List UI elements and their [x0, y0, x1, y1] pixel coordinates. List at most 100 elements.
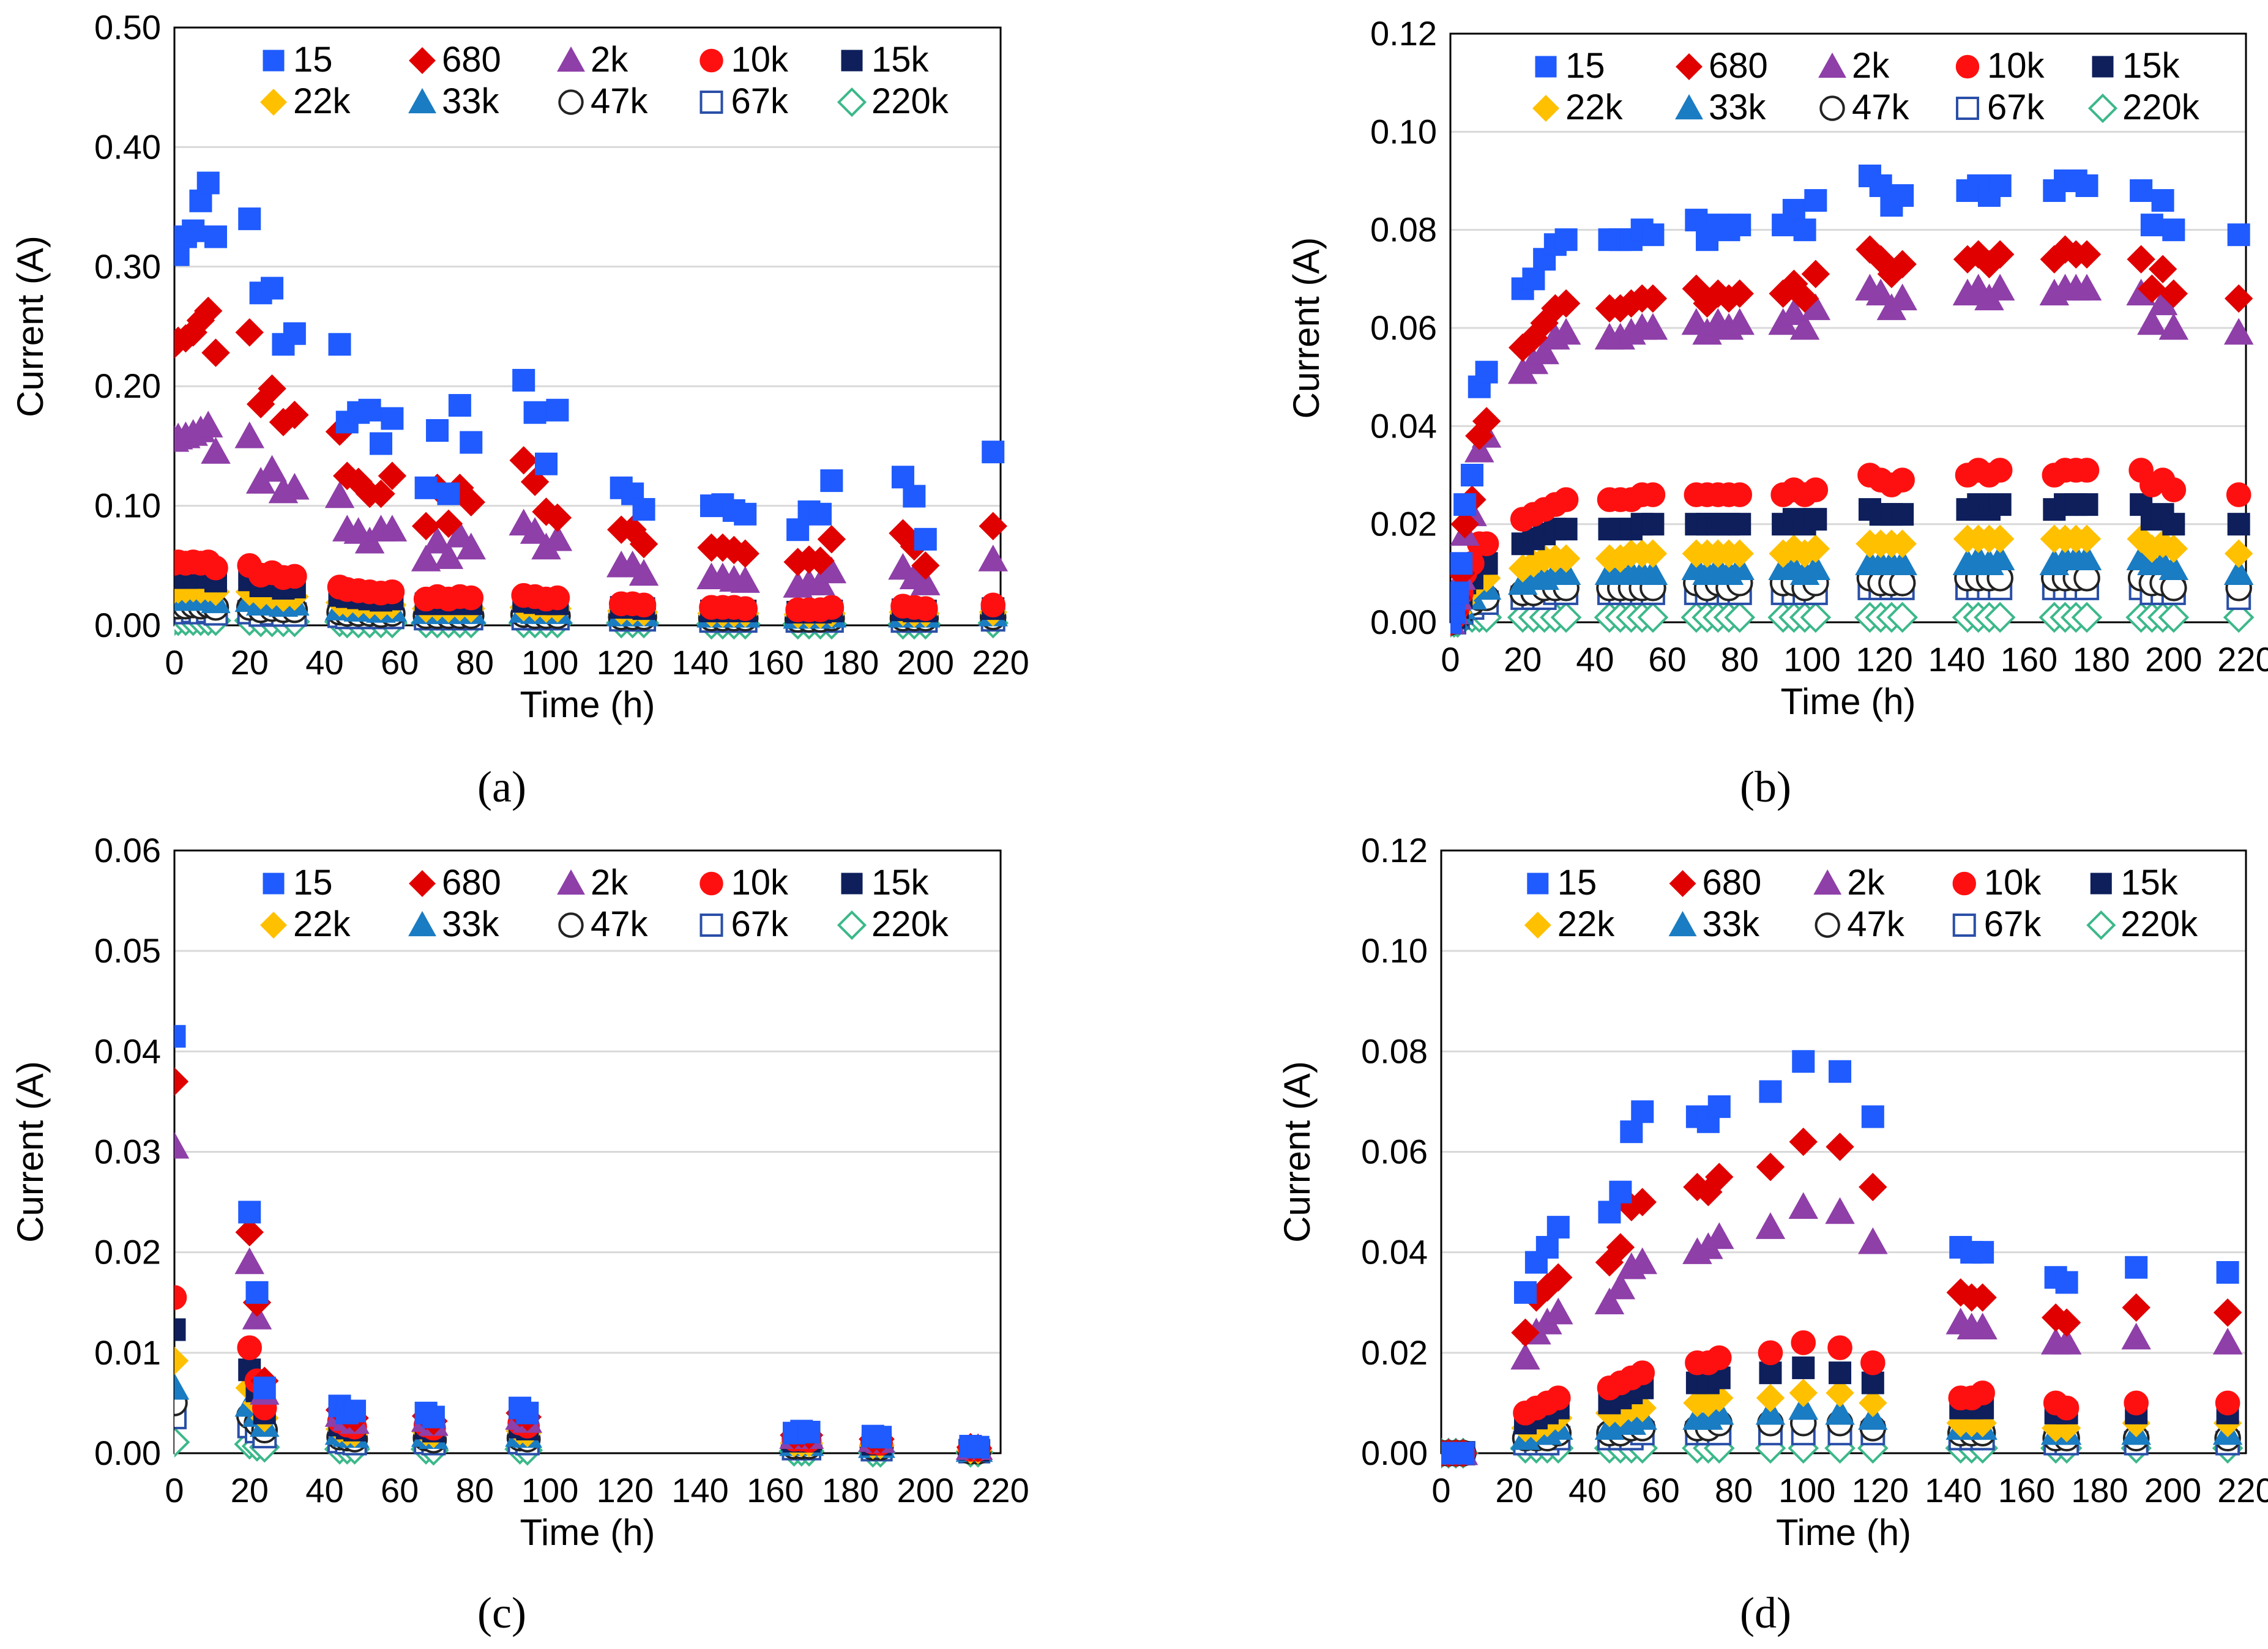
legend-marker-680: [1676, 53, 1703, 80]
data-point-2k: [1627, 1247, 1657, 1275]
data-point-15: [820, 469, 843, 493]
data-point-680: [1511, 1318, 1540, 1347]
data-point-22k: [1888, 529, 1917, 558]
y-tick-label: 0.40: [94, 127, 161, 166]
data-point-220k: [1887, 601, 1918, 633]
data-point-15: [1460, 464, 1483, 486]
legend-label-2k: 2k: [591, 863, 629, 903]
y-axis-title: Current (A): [1286, 237, 1327, 419]
data-point-15: [196, 171, 220, 195]
legend-marker-67k: [699, 91, 723, 114]
data-point-15k: [1554, 518, 1578, 541]
data-point-2k: [911, 568, 941, 595]
data-point-680: [194, 296, 223, 326]
legend-label-10k: 10k: [731, 40, 789, 80]
data-point-220k: [174, 1426, 190, 1458]
data-point-15: [1631, 1100, 1654, 1123]
data-point-680: [1790, 284, 1819, 313]
data-point-680: [806, 546, 835, 575]
data-point-680: [1859, 1172, 1887, 1202]
data-point-2k: [234, 421, 264, 449]
data-point-22k: [2159, 534, 2188, 563]
data-point-680: [1826, 1133, 1854, 1161]
data-point-15: [204, 225, 227, 248]
x-axis-title: Time (h): [520, 684, 655, 725]
legend-label-680: 680: [1703, 863, 1762, 903]
data-point-15: [1861, 1105, 1884, 1128]
legend-marker-680: [409, 47, 436, 74]
x-axis-title: Time (h): [520, 1512, 655, 1553]
data-point-220k: [1724, 601, 1756, 633]
data-point-15: [869, 1426, 892, 1449]
data-point-10k: [733, 596, 758, 621]
legend-marker-15: [1535, 56, 1557, 78]
data-point-10k: [1758, 1340, 1783, 1366]
legend-marker-67k: [1952, 914, 1976, 937]
data-point-10k: [1827, 1335, 1852, 1360]
data-point-680: [817, 525, 846, 554]
legend-label-33k: 33k: [1703, 904, 1761, 944]
data-point-15: [1869, 174, 1892, 198]
data-point-10k: [1630, 1360, 1655, 1385]
data-point-15: [1513, 1281, 1537, 1304]
legend-label-47k: 47k: [591, 81, 649, 121]
y-tick-label: 0.00: [94, 606, 161, 644]
x-tick-label: 200: [2145, 640, 2202, 679]
data-point-33k: [2223, 558, 2254, 586]
data-point-680: [1628, 1188, 1657, 1216]
y-axis-title: Current (A): [10, 236, 51, 417]
data-point-680: [174, 1067, 189, 1096]
legend-label-22k: 22k: [1557, 904, 1616, 944]
data-point-10k: [458, 585, 484, 611]
x-tick-label: 120: [1856, 640, 1912, 679]
x-tick-label: 40: [1569, 1471, 1606, 1509]
data-point-680: [235, 1218, 264, 1247]
data-point-10k: [1706, 1345, 1732, 1371]
data-point-15: [1453, 493, 1477, 516]
data-point-22k: [1985, 524, 2015, 553]
data-point-22k: [2072, 524, 2102, 553]
legend-marker-220k: [837, 910, 867, 940]
data-point-15k: [1829, 1361, 1852, 1385]
legend-marker-22k: [1524, 912, 1551, 939]
data-point-15: [1988, 174, 2012, 198]
data-point-15: [358, 398, 381, 422]
data-point-22k: [1756, 1383, 1785, 1412]
x-tick-label: 100: [1778, 1471, 1835, 1509]
data-point-680: [434, 509, 463, 538]
data-point-15: [1804, 189, 1827, 212]
data-point-2k: [2072, 274, 2102, 301]
y-tick-label: 0.04: [94, 1032, 161, 1070]
y-tick-label: 0.30: [94, 247, 161, 286]
x-tick-label: 60: [381, 1471, 419, 1509]
data-point-15: [182, 219, 205, 242]
data-point-15: [1728, 214, 1751, 237]
data-point-680: [629, 529, 658, 559]
data-point-2k: [978, 545, 1008, 571]
x-tick-label: 160: [747, 643, 804, 682]
data-point-680: [911, 551, 940, 580]
data-point-2k: [1865, 278, 1896, 306]
data-point-15: [632, 497, 655, 521]
legend-marker-47k: [1819, 95, 1845, 121]
data-point-15: [1522, 267, 1545, 291]
data-point-15: [238, 1200, 261, 1224]
data-point-2k: [1789, 313, 1820, 340]
data-point-2k: [433, 542, 464, 569]
x-tick-label: 160: [747, 1471, 804, 1509]
data-point-15: [253, 1376, 276, 1399]
data-point-680: [1544, 1263, 1573, 1292]
data-point-680: [367, 479, 395, 508]
legend-marker-47k: [1815, 912, 1840, 938]
data-point-22k: [1801, 534, 1830, 563]
legend-label-10k: 10k: [731, 863, 789, 903]
y-tick-label: 0.06: [1370, 308, 1437, 347]
data-point-15: [891, 466, 914, 489]
data-point-10k: [2215, 1390, 2240, 1416]
data-point-15: [2075, 174, 2098, 198]
data-point-22k: [1551, 544, 1581, 573]
data-point-15: [414, 476, 438, 499]
legend-label-15: 15: [293, 40, 333, 80]
data-point-2k: [422, 526, 452, 554]
data-point-15: [245, 1281, 269, 1304]
